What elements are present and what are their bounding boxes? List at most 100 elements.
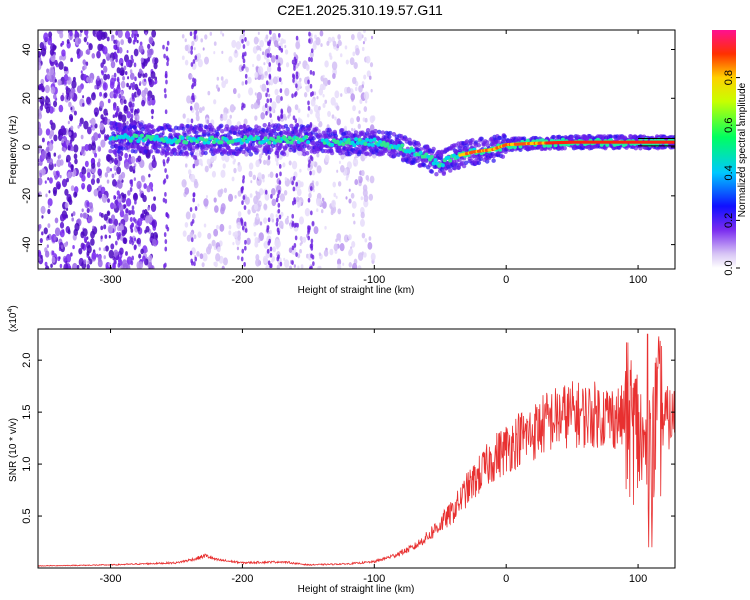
streak-point	[164, 93, 167, 99]
streak-point	[278, 66, 282, 72]
ridge-band-point	[202, 129, 207, 135]
noise-point	[250, 103, 254, 110]
noise-point	[140, 57, 144, 63]
noise-point	[68, 101, 72, 108]
noise-point	[206, 158, 211, 165]
noise-point	[354, 86, 358, 92]
noise-point	[99, 122, 105, 131]
noise-point	[45, 95, 48, 100]
streak-point	[310, 253, 313, 259]
noise-point	[181, 34, 185, 39]
noise-point	[285, 150, 290, 158]
ridge-core-point	[346, 137, 351, 142]
noise-point	[38, 51, 42, 58]
ridge-band-point	[262, 122, 267, 128]
ridge-core-point	[553, 143, 558, 148]
streak-point	[241, 54, 245, 60]
ridge-core-point	[341, 142, 346, 147]
streak-point	[243, 221, 247, 227]
streak-point	[280, 108, 284, 114]
ridge-band-point	[219, 123, 224, 128]
streak-point	[292, 186, 296, 192]
noise-point	[227, 193, 234, 202]
streak-point	[190, 237, 194, 243]
streak-point	[309, 83, 313, 89]
noise-point	[315, 37, 321, 46]
streak-point	[134, 76, 137, 82]
noise-point	[221, 50, 224, 55]
noise-point	[296, 179, 302, 189]
streak-point	[164, 246, 168, 252]
ridge-band-point	[108, 149, 113, 154]
noise-point	[66, 92, 70, 98]
noise-point	[329, 55, 333, 60]
noise-point	[54, 78, 57, 83]
streak-point	[270, 194, 273, 199]
streak-point	[116, 255, 119, 260]
streak-point	[194, 256, 198, 262]
noise-point	[266, 158, 271, 166]
noise-point	[96, 161, 101, 168]
noise-point	[103, 255, 106, 260]
noise-point	[102, 82, 108, 91]
noise-point	[128, 101, 133, 108]
noise-point	[47, 177, 50, 181]
noise-point	[65, 85, 69, 91]
noise-point	[358, 175, 361, 180]
ridge-band-point	[491, 158, 496, 163]
noise-point	[138, 68, 143, 74]
noise-point	[318, 252, 322, 257]
noise-point	[363, 106, 368, 112]
ridge-core-point	[365, 137, 370, 142]
noise-point	[51, 250, 55, 256]
streak-point	[129, 187, 133, 192]
noise-point	[101, 70, 105, 76]
ridge-band-point	[261, 128, 266, 133]
streak-point	[164, 168, 167, 173]
noise-point	[202, 252, 208, 262]
ridge-band-point	[271, 128, 277, 133]
noise-point	[147, 48, 151, 55]
noise-point	[100, 114, 104, 120]
ridge-band-point	[220, 128, 225, 134]
noise-point	[150, 265, 155, 269]
noise-point	[213, 41, 217, 46]
noise-point	[79, 50, 84, 57]
noise-point	[68, 114, 74, 121]
streak-point	[242, 63, 246, 69]
noise-point	[363, 36, 367, 42]
noise-point	[190, 173, 196, 183]
streak-point	[166, 158, 169, 164]
ridge-core-point	[512, 145, 517, 150]
noise-point	[123, 65, 127, 71]
streak-point	[277, 116, 281, 122]
noise-point	[100, 235, 103, 240]
ridge-band-point	[376, 129, 382, 135]
noise-point	[103, 65, 108, 73]
noise-point	[100, 139, 106, 148]
streak-point	[295, 35, 299, 41]
noise-point	[367, 242, 373, 250]
noise-point	[47, 223, 51, 228]
noise-point	[345, 176, 349, 181]
noise-point	[284, 87, 290, 97]
noise-point	[348, 262, 352, 268]
noise-point	[71, 217, 74, 222]
noise-point	[340, 93, 343, 97]
noise-point	[353, 61, 358, 70]
noise-point	[252, 174, 257, 181]
noise-point	[44, 250, 50, 258]
noise-point	[344, 45, 348, 50]
noise-point	[313, 226, 319, 235]
noise-point	[335, 195, 338, 199]
noise-point	[222, 257, 228, 266]
noise-point	[134, 83, 139, 91]
noise-point	[73, 191, 78, 198]
snr-series-line	[38, 333, 675, 567]
noise-point	[262, 178, 265, 183]
noise-point	[185, 211, 191, 220]
noise-point	[204, 165, 209, 173]
noise-point	[327, 110, 331, 118]
noise-point	[191, 40, 195, 46]
noise-point	[345, 59, 349, 65]
